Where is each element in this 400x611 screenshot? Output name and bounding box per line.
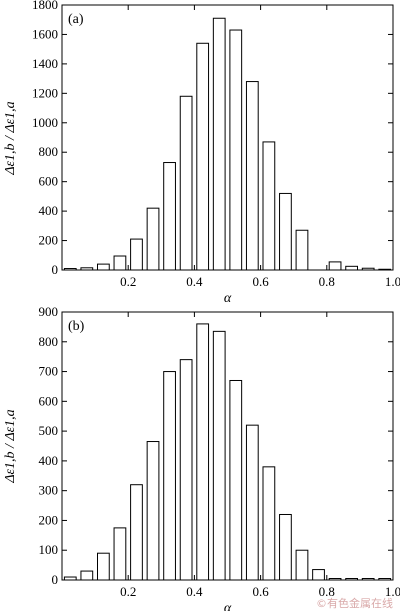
bar-a-8 (196, 42, 210, 271)
y-tick-label: 100 (39, 542, 59, 557)
x-tick-label: 1.0 (385, 584, 400, 599)
x-tick-label: 0.4 (186, 584, 203, 599)
bar-b-1 (80, 570, 94, 581)
x-tick-label: 0.2 (120, 584, 136, 599)
bar-a-16 (328, 261, 342, 271)
bar-b-4 (130, 484, 143, 581)
bar-b-3 (113, 527, 127, 581)
y-tick-label: 1000 (32, 115, 58, 130)
plot-frame (61, 4, 394, 271)
bar-a-11 (245, 81, 259, 271)
y-tick-label: 400 (39, 203, 59, 218)
bar-b-8 (196, 323, 210, 581)
bar-b-11 (245, 424, 259, 581)
bar-b-5 (146, 441, 160, 581)
x-tick-label: 0.8 (319, 584, 335, 599)
histogram-panel-b: 0 100 200 300 400 500 600 700 800 900 0.2 0.4 0.6 0.8… (3, 304, 400, 611)
bar-a-14 (295, 229, 309, 271)
y-tick-label: 0 (52, 572, 59, 587)
y-tick-label: 400 (39, 453, 59, 468)
bar-a-7 (179, 95, 193, 271)
y-tick-label: 600 (39, 393, 59, 408)
panel-label: (a) (68, 12, 84, 27)
bar-b-9 (212, 330, 226, 581)
x-tick-label: 0.8 (319, 274, 335, 289)
bar-b-14 (295, 549, 309, 581)
y-tick-label: 800 (39, 144, 59, 159)
y-tick-label: 0 (52, 262, 59, 277)
bar-a-9 (212, 17, 226, 271)
x-axis-label: α (224, 291, 232, 306)
y-tick-label: 600 (39, 174, 59, 189)
y-tick-label: 200 (39, 233, 59, 248)
y-tick-label: 900 (39, 304, 59, 319)
watermark: ©有色金属在线 (316, 596, 393, 610)
x-tick-label: 0.4 (186, 274, 203, 289)
bar-a-6 (163, 162, 176, 271)
y-tick-label: 300 (39, 483, 59, 498)
y-tick-label: 700 (39, 364, 59, 379)
x-axis-label: α (224, 601, 232, 611)
bar-b-12 (262, 466, 276, 581)
bar-a-10 (229, 29, 243, 271)
bar-b-2 (97, 552, 110, 581)
bar-a-17 (345, 265, 358, 271)
plot-frame (61, 311, 394, 581)
bar-a-2 (97, 263, 110, 271)
x-tick-label: 0.6 (252, 584, 269, 599)
bar-b-6 (163, 371, 176, 581)
y-axis-label: Δε1,b / Δε1,a (3, 409, 18, 483)
bar-a-4 (130, 238, 143, 271)
y-tick-label: 800 (39, 334, 59, 349)
bar-b-15 (312, 569, 325, 581)
y-tick-label: 1400 (32, 56, 58, 71)
bar-a-3 (113, 255, 127, 271)
bar-b-7 (179, 359, 193, 581)
bar-a-12 (262, 141, 276, 271)
bar-b-10 (229, 379, 243, 581)
bar-a-13 (279, 192, 292, 271)
y-tick-label: 500 (39, 423, 59, 438)
bar-b-13 (279, 513, 292, 581)
histogram-panel-a: 0 200 400 600 800 1000 1200 1400 1600 1800 0.2 0.4 0… (3, 0, 400, 306)
y-axis-label: Δε1,b / Δε1,a (3, 101, 18, 175)
y-tick-label: 1200 (32, 85, 58, 100)
y-tick-label: 200 (39, 512, 59, 527)
panel-label: (b) (68, 319, 85, 334)
y-tick-label: 1600 (32, 26, 58, 41)
y-tick-label: 1800 (32, 0, 58, 12)
x-tick-label: 0.6 (252, 274, 269, 289)
x-tick-label: 1.0 (385, 274, 400, 289)
bar-a-5 (146, 207, 160, 271)
x-tick-label: 0.2 (120, 274, 136, 289)
